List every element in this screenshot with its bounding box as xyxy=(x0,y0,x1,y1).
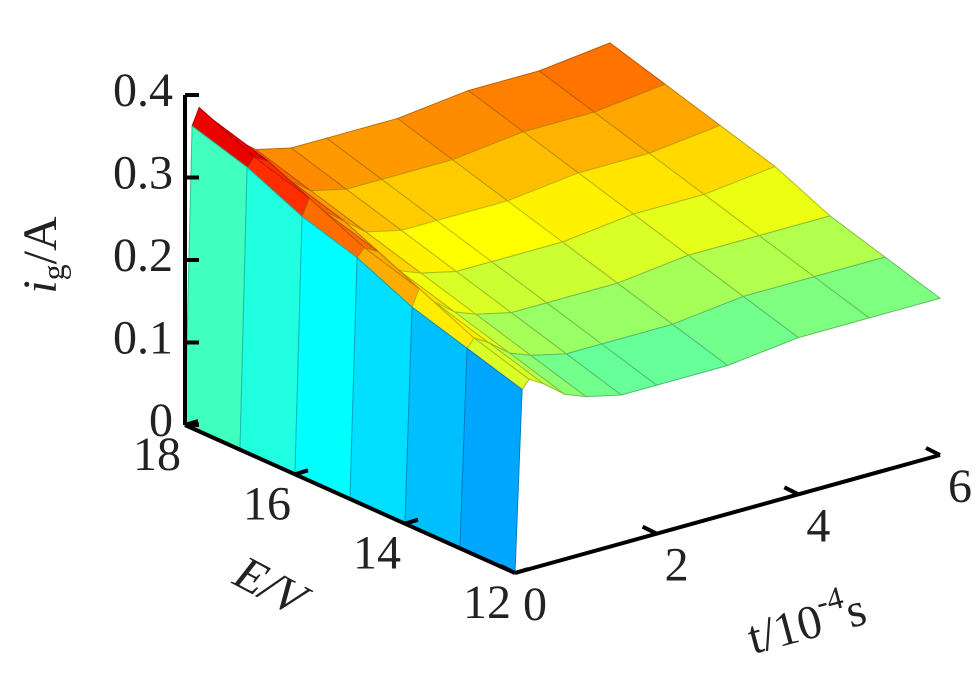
x-tick-label: 2 xyxy=(665,539,689,592)
surface-cell xyxy=(184,125,248,451)
x-axis xyxy=(514,453,941,575)
y-tick xyxy=(294,468,309,477)
z-axis-label: ig/A xyxy=(14,216,71,294)
surface-cell xyxy=(459,347,523,574)
z-label-main: i xyxy=(14,280,67,293)
z-tick-label: 0 xyxy=(149,394,173,447)
surface-cell xyxy=(294,215,358,500)
z-tick-label: 0.3 xyxy=(113,147,173,200)
y-axis-label: E/V xyxy=(225,545,318,628)
z-label-rest: /A xyxy=(14,216,67,264)
surface xyxy=(184,42,942,574)
z-tick-label: 0.4 xyxy=(113,64,173,117)
x-label-main: t/10 xyxy=(742,594,828,665)
z-tick-label: 0.2 xyxy=(113,229,173,282)
y-tick-label: 16 xyxy=(243,477,291,530)
surface-cell xyxy=(239,166,303,476)
surface-cell xyxy=(404,306,468,550)
x-tick-label: 6 xyxy=(948,460,972,513)
x-tick xyxy=(783,485,800,497)
y-tick-label: 18 xyxy=(133,428,181,481)
x-axis-label: t/10-4s xyxy=(740,574,872,665)
x-tick xyxy=(641,524,658,536)
y-axis xyxy=(184,423,516,575)
y-tick xyxy=(404,517,419,526)
z-tick-label: 0.1 xyxy=(113,312,173,365)
x-tick xyxy=(500,564,516,575)
y-tick xyxy=(184,419,199,427)
x-tick-label: 4 xyxy=(806,499,830,552)
z-label-sub: g xyxy=(35,264,71,280)
x-tick xyxy=(925,446,941,457)
x-tick-label: 0 xyxy=(523,578,547,631)
y-tick-label: 14 xyxy=(353,527,401,580)
y-tick-label: 12 xyxy=(463,576,511,629)
